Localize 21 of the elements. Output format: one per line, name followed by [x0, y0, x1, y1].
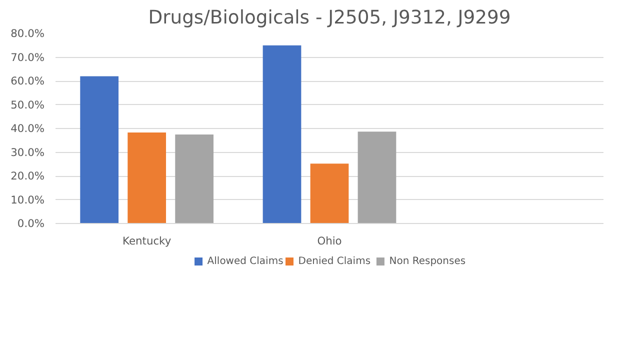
- y-tick-label: 70.0%: [10, 50, 45, 64]
- y-tick-label: 20.0%: [10, 170, 45, 182]
- y-tick-label: 0.0%: [17, 217, 45, 230]
- y-tick-label: 30.0%: [10, 146, 45, 159]
- bar: [262, 45, 302, 224]
- chart-title: Drugs/Biologicals - J2505, J9312, J9299: [148, 8, 511, 28]
- y-tick-label: 40.0%: [10, 122, 45, 135]
- bar: [175, 134, 214, 224]
- x-tick-label: Kentucky: [122, 234, 172, 248]
- bar: [310, 164, 349, 224]
- bar: [358, 132, 396, 224]
- legend-label: Denied Claims: [298, 256, 371, 267]
- bar: [80, 76, 119, 224]
- y-tick-label: 50.0%: [10, 98, 45, 112]
- y-tick-label: 60.0%: [10, 74, 45, 88]
- legend-label: Allowed Claims: [207, 256, 284, 267]
- legend-label: Non Responses: [389, 256, 466, 267]
- y-tick-label: 10.0%: [10, 193, 45, 206]
- x-tick-label: Ohio: [317, 234, 342, 248]
- bar: [128, 132, 166, 224]
- y-tick-label: 80.0%: [10, 27, 45, 40]
